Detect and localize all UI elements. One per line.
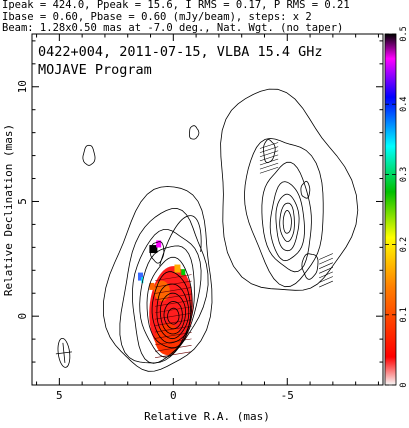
chart-subtitle: MOJAVE Program xyxy=(38,62,152,78)
beam-cross-v xyxy=(62,342,66,363)
island-contour xyxy=(189,125,200,140)
pol-patch-magenta xyxy=(156,240,162,248)
colorbar xyxy=(384,33,397,386)
evpa-stick xyxy=(155,274,192,281)
jet-evpa-stick xyxy=(259,162,279,170)
plot-frame xyxy=(31,33,384,386)
x-tick-label: -5 xyxy=(281,389,294,402)
jet-contour xyxy=(282,209,292,234)
header-line-1: Ipeak = 424.0, Ppeak = 15.6, I RMS = 0.1… xyxy=(2,0,350,11)
core-contour xyxy=(103,186,213,372)
y-tick-label: 5 xyxy=(16,198,29,205)
island-contour xyxy=(82,144,96,166)
core-contour xyxy=(139,245,195,358)
island-evpa-stick xyxy=(319,257,333,265)
island-evpa-stick xyxy=(319,262,333,269)
island-evpa-stick xyxy=(319,276,333,283)
pol-patch-black xyxy=(149,245,158,254)
colorbar-tick-label: 0.5 xyxy=(399,26,409,41)
pol-patch-yellow xyxy=(174,264,181,273)
core-contour xyxy=(163,301,183,330)
colorbar-tick-label: 0 xyxy=(399,382,409,387)
jet-contour xyxy=(261,161,312,273)
pol-patch-green xyxy=(181,269,186,276)
island-contour xyxy=(300,180,311,199)
header-line-3: Beam: 1.28x0.50 mas at -7.0 deg., Nat. W… xyxy=(2,22,343,34)
x-axis-label: Relative R.A. (mas) xyxy=(144,410,270,423)
jet-contour xyxy=(279,202,295,243)
core-contour xyxy=(167,307,180,325)
evpa-stick xyxy=(155,319,192,326)
jet-contour xyxy=(275,193,300,252)
jet-evpa-stick xyxy=(259,154,279,162)
evpa-stick xyxy=(155,287,192,294)
core-contour xyxy=(146,256,193,349)
map-area xyxy=(55,88,359,372)
colorbar-tick-label: 0.3 xyxy=(399,167,409,182)
pol-patch-cyan xyxy=(141,277,144,284)
chart-title: 0422+004, 2011-07-15, VLBA 15.4 GHz xyxy=(38,44,322,60)
pol-patch-blue xyxy=(137,272,143,281)
x-tick-label: 0 xyxy=(170,389,177,402)
axis-tick-labels: 5 0 -5 0 5 10 xyxy=(16,80,294,402)
jet-evpa-stick xyxy=(259,142,279,149)
core-contour xyxy=(132,229,202,364)
beam-ellipse xyxy=(55,337,72,368)
bridge-contour xyxy=(159,215,202,266)
jet-contour xyxy=(269,181,305,262)
core-contour xyxy=(119,208,209,364)
axis-ticks xyxy=(32,34,383,386)
island-evpa-stick xyxy=(319,280,333,288)
core-contour xyxy=(156,283,190,340)
colorbar-tick-label: 0.2 xyxy=(399,237,409,252)
colorbar-tick-label: 0.1 xyxy=(399,307,409,322)
evpa-stick xyxy=(155,351,192,359)
core-contour xyxy=(151,271,192,344)
jet-contour xyxy=(220,88,359,291)
x-tick-label: 5 xyxy=(56,389,63,402)
colorbar-tick-label: 0.4 xyxy=(399,97,409,112)
jet-evpa-stick xyxy=(259,166,279,174)
jet-contour xyxy=(243,137,324,288)
evpa-stick xyxy=(155,293,192,301)
header-line-2: Ibase = 0.60, Pbase = 0.60 (mJy/beam), s… xyxy=(2,11,312,23)
evpa-stick xyxy=(155,344,192,352)
intensity-contours xyxy=(82,88,359,372)
y-axis-label: Relative Declination (mas) xyxy=(2,124,15,296)
core-contour xyxy=(159,292,186,335)
colorbar-ticks: 0 0.1 0.2 0.3 0.4 0.5 xyxy=(385,26,409,388)
island-contour xyxy=(262,139,276,164)
y-tick-label: 0 xyxy=(16,313,29,320)
island-evpa-stick xyxy=(319,253,333,260)
pol-patch-orange-west xyxy=(149,282,155,290)
y-tick-label: 10 xyxy=(16,80,29,93)
island-contour xyxy=(301,253,319,280)
